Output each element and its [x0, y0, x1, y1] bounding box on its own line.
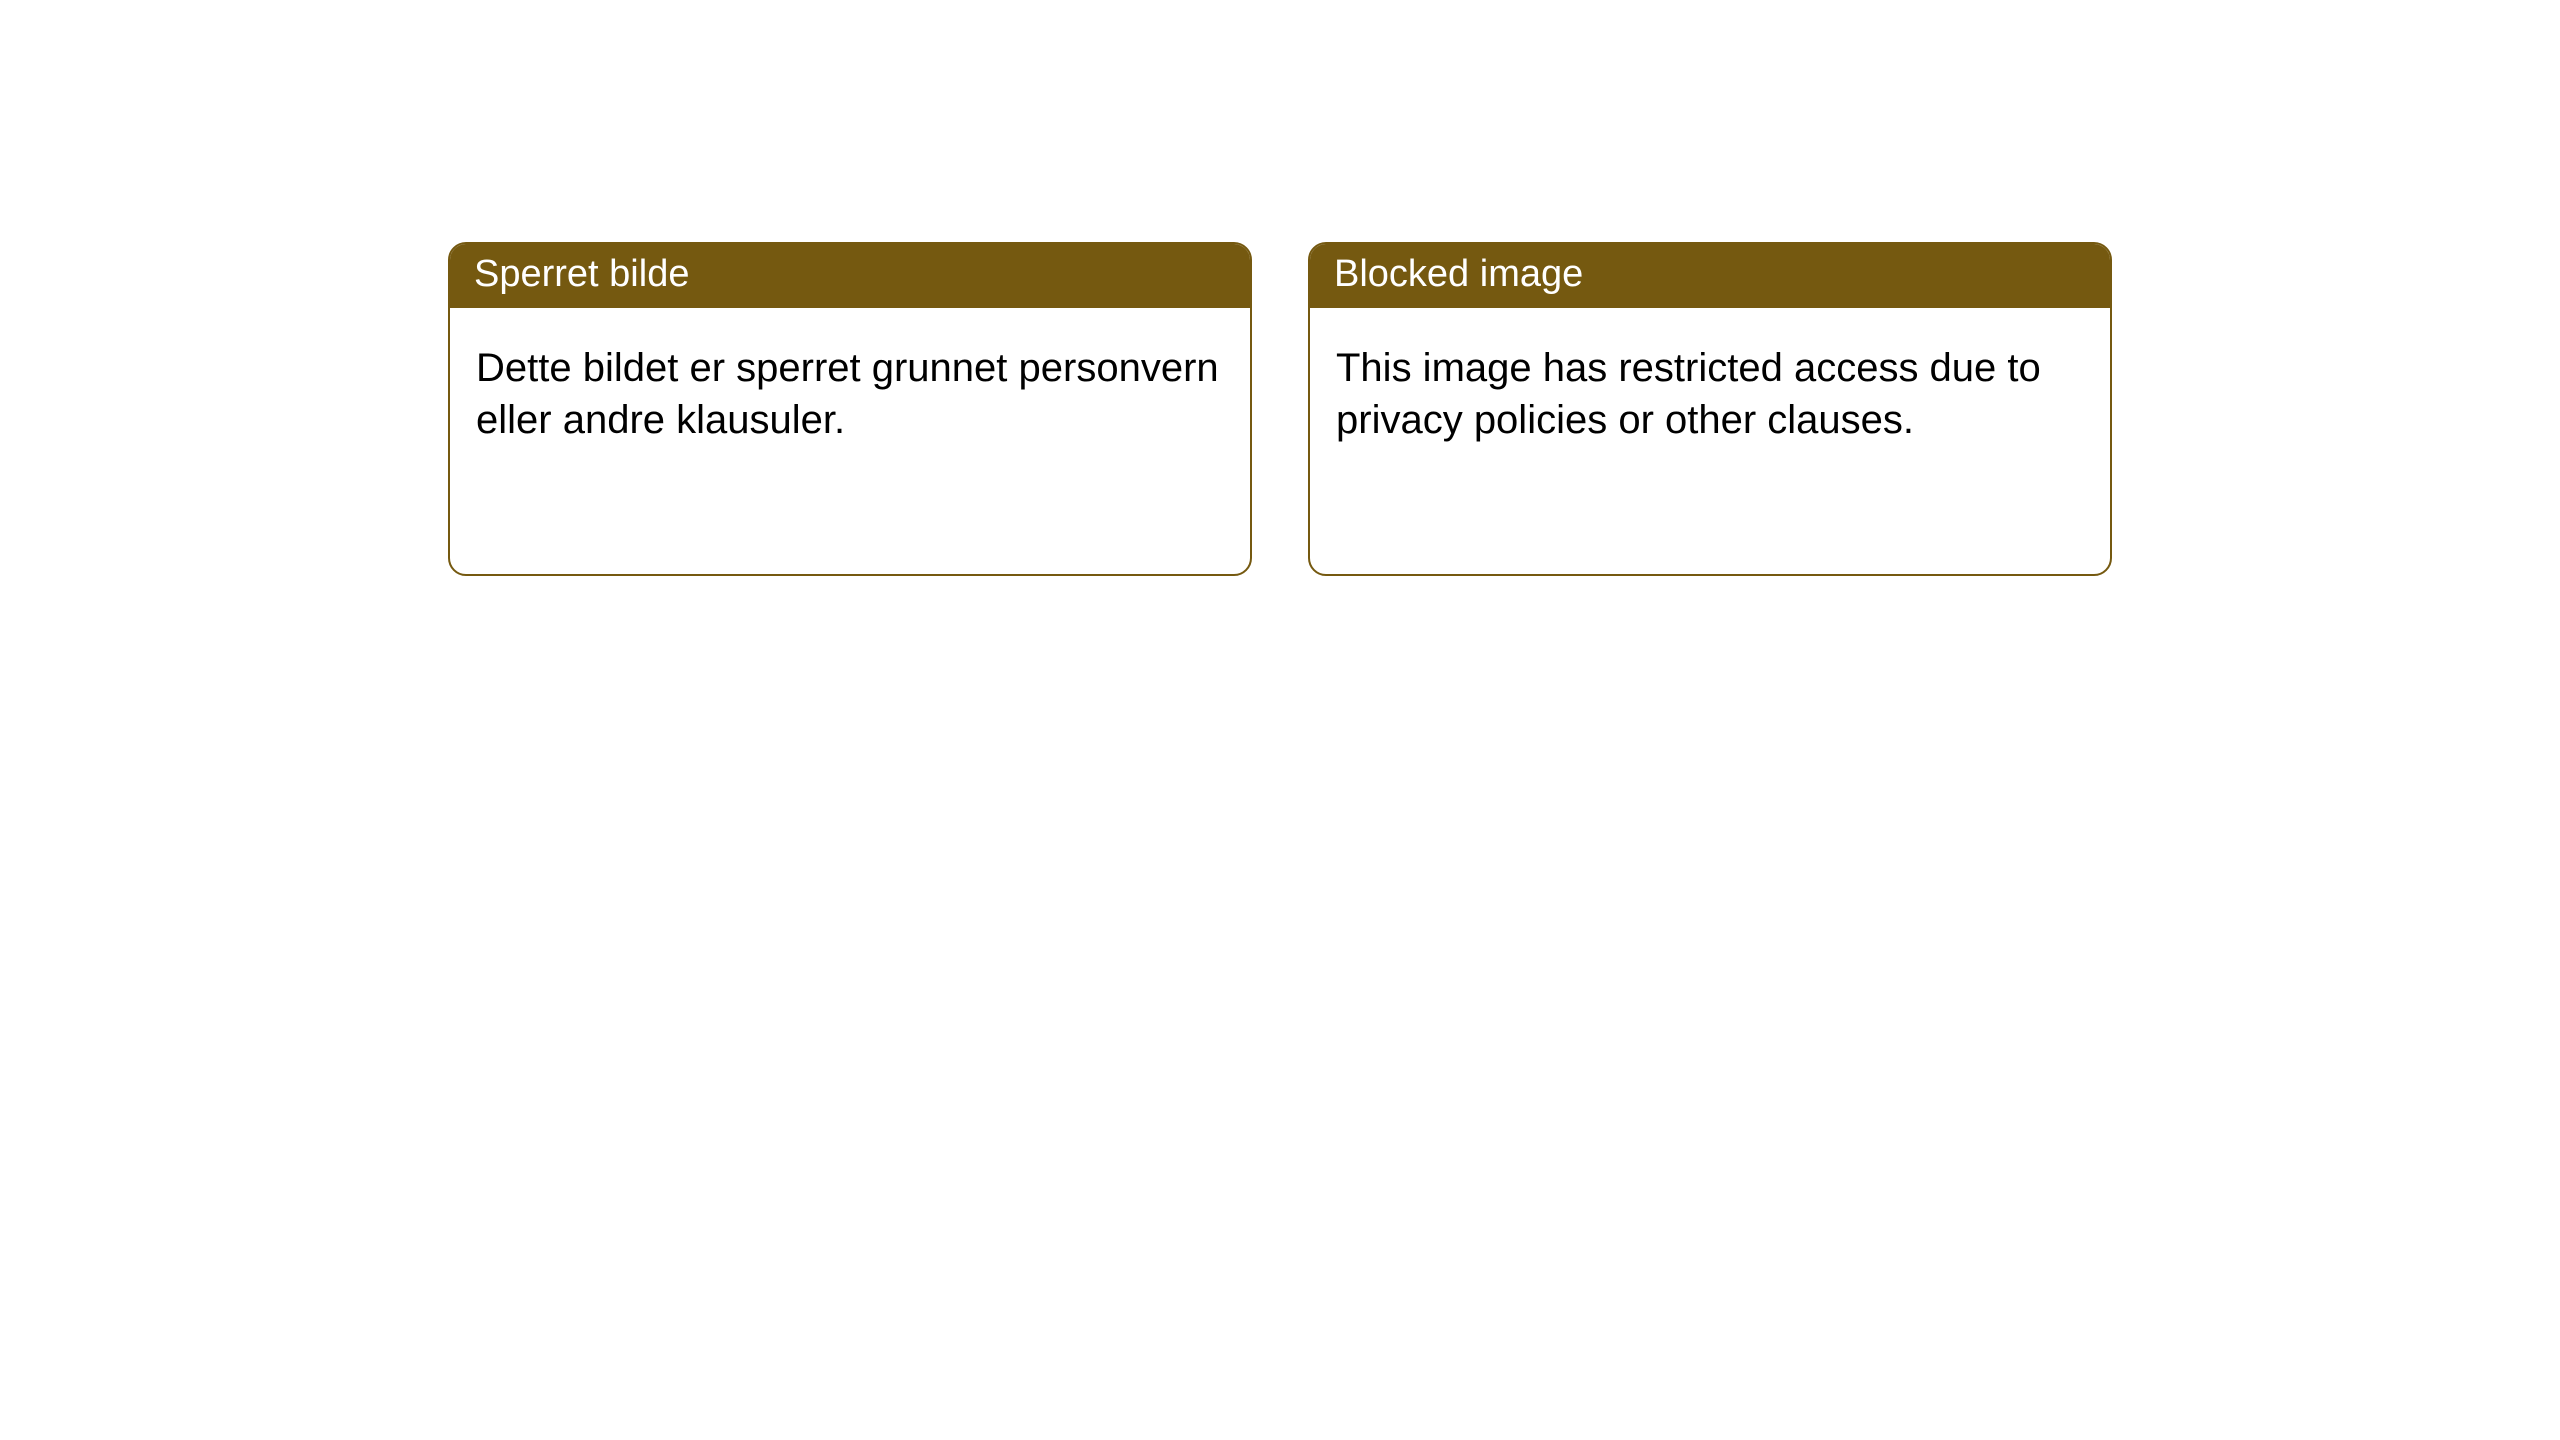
notice-title-english: Blocked image [1310, 244, 2110, 308]
notice-card-english: Blocked image This image has restricted … [1308, 242, 2112, 576]
notice-card-norwegian: Sperret bilde Dette bildet er sperret gr… [448, 242, 1252, 576]
notice-body-norwegian: Dette bildet er sperret grunnet personve… [450, 308, 1250, 480]
notice-title-norwegian: Sperret bilde [450, 244, 1250, 308]
notice-body-english: This image has restricted access due to … [1310, 308, 2110, 480]
notice-container: Sperret bilde Dette bildet er sperret gr… [448, 242, 2560, 576]
